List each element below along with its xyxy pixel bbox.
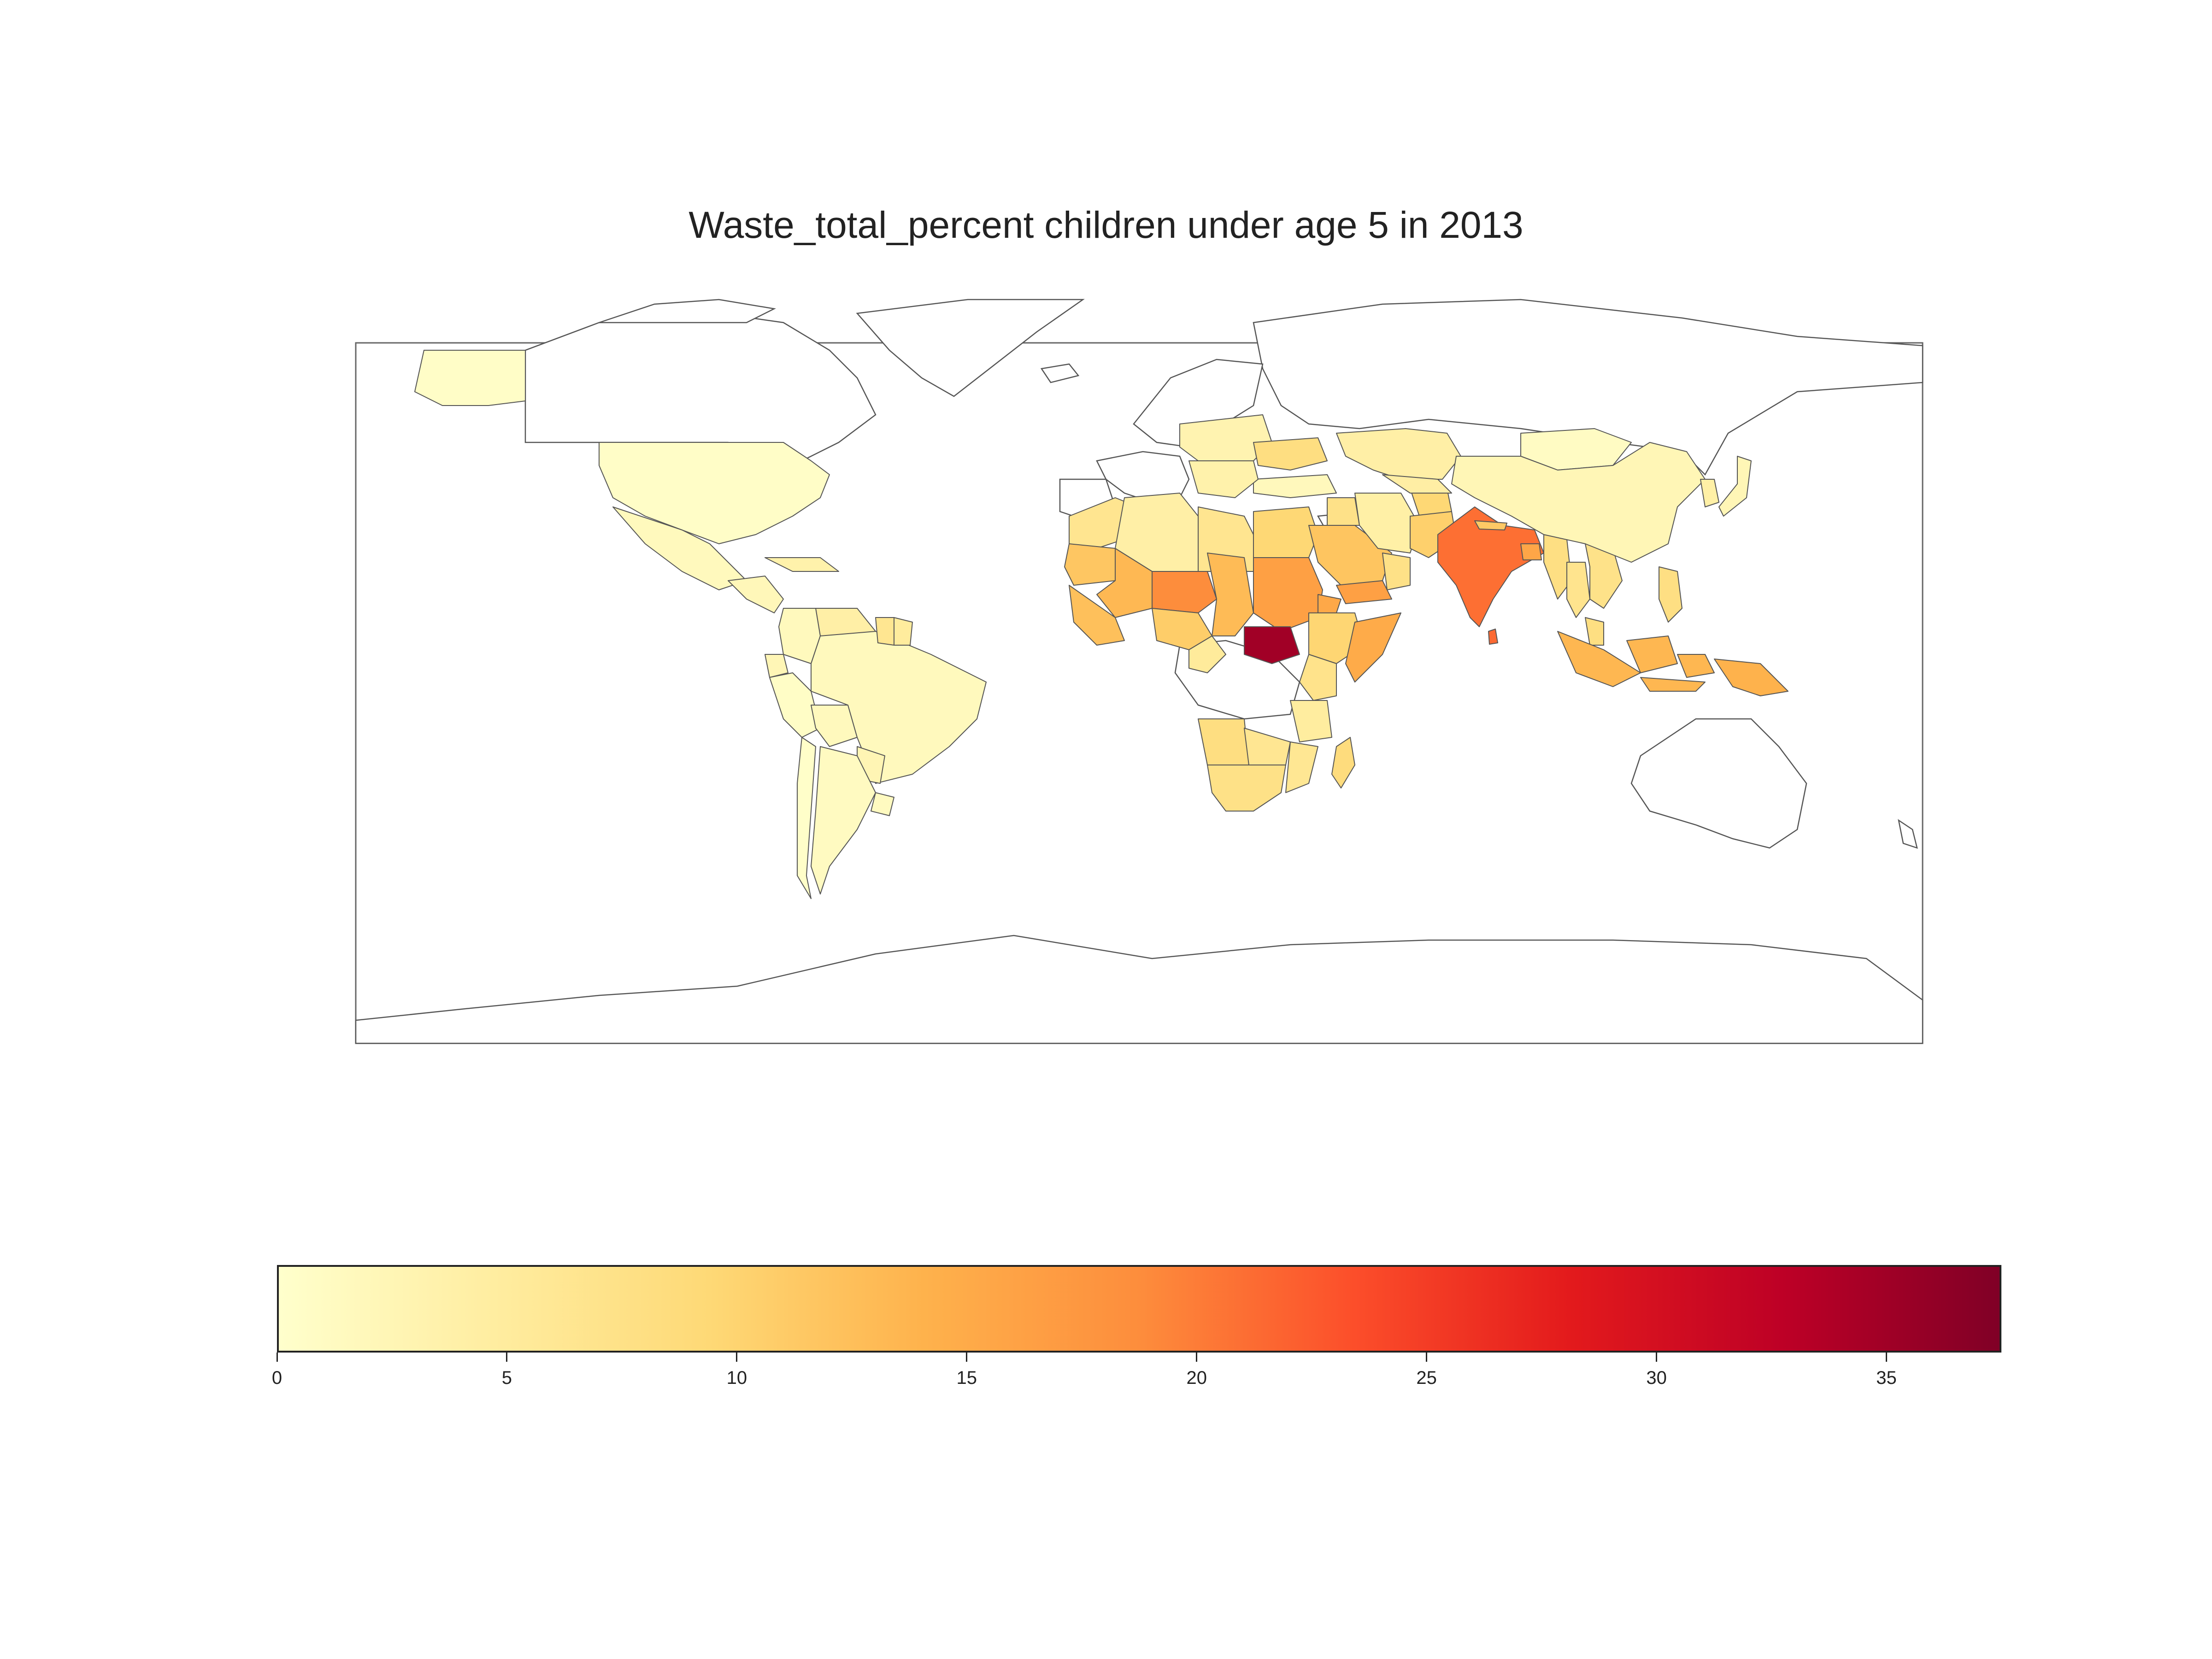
new-zealand	[1898, 819, 1918, 849]
colorbar-tick-label: 15	[956, 1368, 977, 1388]
colorbar-tick-mark	[1656, 1353, 1658, 1362]
region-eritrea	[1318, 594, 1341, 613]
region-caribbean	[765, 557, 839, 572]
colorbar-tick-label: 25	[1416, 1368, 1437, 1388]
colorbar-tick-label: 30	[1646, 1368, 1667, 1388]
colorbar-tick-mark	[276, 1353, 278, 1362]
region-japan	[1718, 456, 1752, 517]
region-bolivia	[811, 705, 858, 747]
region-mozambique	[1285, 741, 1318, 793]
colorbar-tick-mark	[736, 1353, 738, 1362]
colorbar-tick-mark	[1426, 1353, 1428, 1362]
region-suriname	[894, 617, 913, 646]
region-brazil	[811, 631, 987, 784]
region-turkey	[1253, 474, 1337, 498]
australia	[1630, 718, 1807, 849]
region-kenya	[1299, 654, 1337, 701]
colorbar-tick-label: 5	[501, 1368, 512, 1388]
region-west-africa-coast	[1069, 585, 1125, 646]
region-guyana	[875, 617, 894, 646]
region-china	[1451, 442, 1706, 563]
region-iraq	[1327, 497, 1360, 526]
colorbar-tick-mark	[966, 1353, 968, 1362]
region-south-sudan	[1244, 626, 1300, 664]
region-balkans	[1188, 460, 1259, 498]
greenland	[856, 299, 1085, 397]
colorbar	[277, 1265, 2001, 1353]
chart-title: Waste_total_percent children under age 5…	[688, 204, 1524, 246]
region-southern-africa	[1207, 765, 1286, 812]
region-philippines	[1659, 566, 1683, 623]
region-somalia	[1345, 612, 1401, 682]
colorbar-tick-label: 10	[726, 1368, 747, 1388]
region-united-states	[599, 442, 830, 544]
region-tanzania	[1290, 700, 1332, 742]
antarctica	[355, 935, 1924, 1044]
region-uruguay	[871, 792, 894, 816]
colorbar-tick-mark	[506, 1353, 508, 1362]
region-niger	[1152, 571, 1217, 613]
region-cameroon	[1188, 635, 1226, 673]
region-papua-new-guinea	[1714, 659, 1788, 696]
region-yemen	[1336, 580, 1392, 604]
region-oman	[1382, 553, 1411, 590]
colorbar-tick-mark	[1886, 1353, 1888, 1362]
colorbar-gradient	[279, 1267, 2000, 1351]
region-madagascar	[1331, 737, 1355, 788]
region-korea	[1700, 479, 1719, 507]
region-sri-lanka	[1488, 629, 1498, 645]
region-malaysia	[1585, 617, 1604, 646]
region-alaska	[414, 350, 526, 406]
arctic-islands	[599, 299, 776, 324]
no-data-land	[355, 299, 1924, 1044]
region-mauritania	[1064, 543, 1116, 586]
colorbar-tick-label: 0	[271, 1368, 282, 1388]
region-kazakhstan	[1336, 428, 1461, 480]
region-iran	[1354, 493, 1420, 553]
russia	[1253, 299, 1924, 476]
region-central-asia	[1382, 474, 1452, 494]
region-indonesia	[1557, 631, 1715, 692]
data-regions	[414, 350, 1788, 899]
region-thailand	[1566, 562, 1590, 618]
region-chad	[1207, 553, 1254, 636]
scandinavia	[1133, 359, 1264, 448]
iceland	[1040, 363, 1080, 383]
region-egypt	[1253, 506, 1318, 558]
region-argentina	[811, 746, 876, 894]
region-ecuador	[765, 654, 788, 678]
colorbar-tick-label: 20	[1186, 1368, 1207, 1388]
region-central-america	[728, 576, 784, 613]
region-zambia	[1244, 728, 1291, 765]
region-chile	[797, 737, 816, 899]
region-ukraine	[1253, 437, 1328, 471]
region-angola	[1198, 718, 1249, 765]
region-nepal	[1474, 520, 1507, 530]
colorbar-tick-mark	[1196, 1353, 1198, 1362]
region-bangladesh	[1520, 543, 1542, 560]
colorbar-tick-label: 35	[1876, 1368, 1897, 1388]
